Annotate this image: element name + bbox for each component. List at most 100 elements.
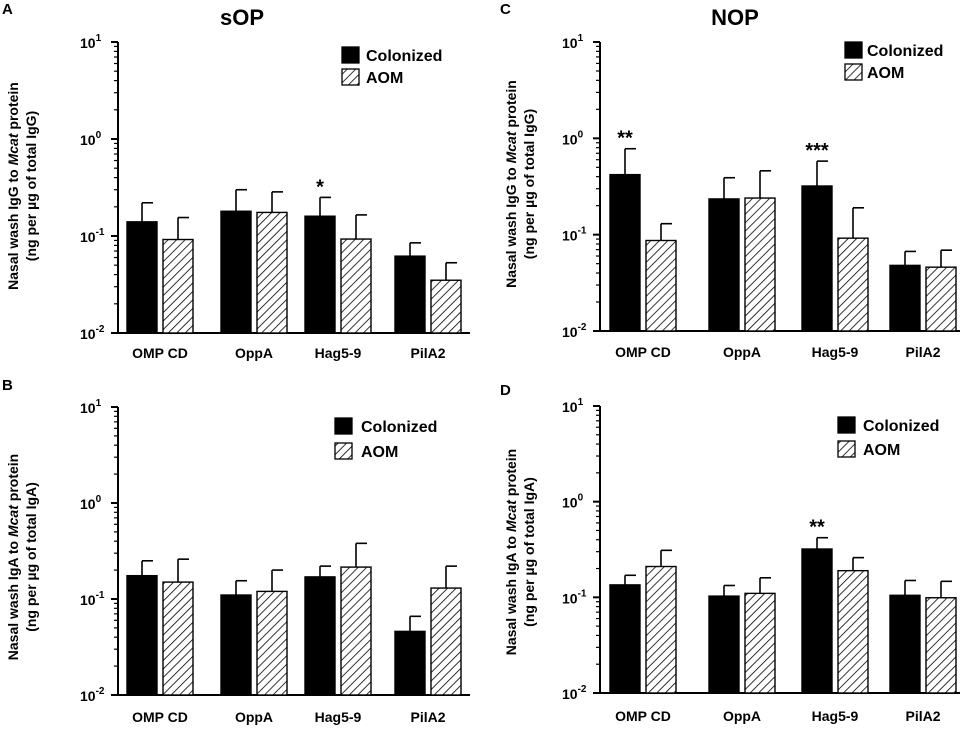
legend-swatch-aom [341,68,360,86]
y-axis-label: Nasal wash IgG to Mcat protein [5,82,21,290]
legend-swatch-colonized [334,417,353,435]
x-tick-label: OppA [235,709,273,725]
bar-aom-omp-cd [162,238,194,334]
bar-colonized-oppa [708,198,740,332]
y-axis-label: Nasal wash IgA to Mcat protein [503,449,519,655]
legend-label: Colonized [863,418,939,435]
bar-aom-oppa [256,590,288,696]
y-tick-label: 10-2 [80,686,105,704]
legend-swatch-colonized [341,46,360,64]
panel-label: C [500,1,511,18]
bar-colonized-omp-cd [126,221,158,334]
x-tick-label: OMP CD [132,709,188,725]
x-tick-label: Hag5-9 [812,708,859,724]
legend-label: AOM [366,70,403,87]
y-axis-label-units: (ng per µg of total IgA) [23,482,39,632]
legend-label: Colonized [361,419,437,436]
legend-swatch-aom [837,440,856,458]
legend-label: AOM [361,444,398,461]
bar-aom-oppa [744,197,776,332]
x-tick-label: OMP CD [615,344,671,360]
y-tick-label: 100 [562,493,584,511]
panel-label: D [500,382,511,399]
significance-marker: *** [805,140,829,162]
bar-aom-hag5-9 [340,566,372,696]
bar-colonized-pila2 [394,255,426,334]
x-tick-label: OMP CD [615,708,671,724]
x-tick-label: OMP CD [132,345,188,361]
legend: Colonized AOM [334,417,437,461]
panel-title: sOP [220,5,264,30]
bar-aom-pila2 [430,587,462,696]
y-axis-label-units: (ng per µg of total IgG) [521,109,537,259]
y-tick-label: 10-1 [562,226,587,244]
bar-aom-omp-cd [162,581,194,696]
y-tick-label: 100 [562,129,584,147]
x-tick-label: PilA2 [905,344,940,360]
bar-aom-pila2 [925,266,957,332]
legend: Colonized AOM [341,46,442,87]
bar-aom-omp-cd [645,565,677,694]
bar-colonized-omp-cd [609,584,641,694]
legend-label: AOM [867,65,904,82]
legend-swatch-aom [844,63,863,81]
y-axis-label-units: (ng per µg of total IgA) [521,477,537,627]
legend-swatch-colonized [844,41,863,59]
bar-colonized-pila2 [889,594,921,694]
bar-aom-oppa [256,211,288,334]
bar-colonized-hag5-9 [304,215,336,334]
bar-colonized-omp-cd [609,173,641,332]
significance-marker: * [316,176,324,198]
legend-swatch-aom [334,442,353,460]
y-tick-label: 101 [80,398,102,416]
bar-colonized-hag5-9 [304,576,336,696]
x-tick-label: PilA2 [410,345,445,361]
bar-aom-hag5-9 [837,569,869,694]
y-tick-label: 10-2 [562,322,587,340]
bar-aom-pila2 [925,597,957,694]
bar-aom-hag5-9 [837,237,869,332]
panel-c: C NOP Nasal wash IgG to Mcat protein(ng pe… [500,1,960,360]
x-tick-label: Hag5-9 [315,345,362,361]
x-tick-label: OppA [723,344,761,360]
legend-swatch-colonized [837,416,856,434]
significance-marker: ** [809,517,825,539]
y-axis-label: Nasal wash IgA to Mcat protein [5,454,21,660]
bar-colonized-oppa [220,210,252,334]
bar-aom-oppa [744,592,776,694]
y-tick-label: 100 [80,494,102,512]
legend-label: AOM [863,442,900,459]
panel-label: B [2,377,13,394]
bar-colonized-pila2 [394,630,426,696]
significance-marker: ** [617,128,633,150]
bar-colonized-hag5-9 [801,548,833,694]
bar-colonized-oppa [708,595,740,694]
bar-colonized-pila2 [889,264,921,332]
y-tick-label: 101 [80,33,102,51]
y-tick-label: 101 [562,397,584,415]
y-tick-label: 100 [80,130,102,148]
bar-aom-omp-cd [645,239,677,332]
bar-colonized-omp-cd [126,574,158,696]
x-tick-label: Hag5-9 [315,709,362,725]
bar-aom-pila2 [430,279,462,334]
panel-d: D Nasal wash IgA to Mcat protein(ng per µ… [500,382,960,724]
y-tick-label: 10-1 [80,590,105,608]
x-tick-label: PilA2 [410,709,445,725]
bar-colonized-oppa [220,594,252,696]
bar-colonized-hag5-9 [801,185,833,332]
panel-b: B Nasal wash IgA to Mcat protein(ng per µ… [2,377,470,725]
legend-label: Colonized [867,43,943,60]
y-tick-label: 10-2 [80,324,105,342]
y-axis-label-units: (ng per µg of total IgG) [23,111,39,261]
y-axis-label: Nasal wash IgG to Mcat protein [503,80,519,288]
legend-label: Colonized [366,48,442,65]
legend: Colonized AOM [837,416,939,459]
y-tick-label: 10-2 [562,684,587,702]
y-tick-label: 10-1 [80,227,105,245]
x-tick-label: OppA [723,708,761,724]
y-tick-label: 10-1 [562,588,587,606]
x-tick-label: OppA [235,345,273,361]
